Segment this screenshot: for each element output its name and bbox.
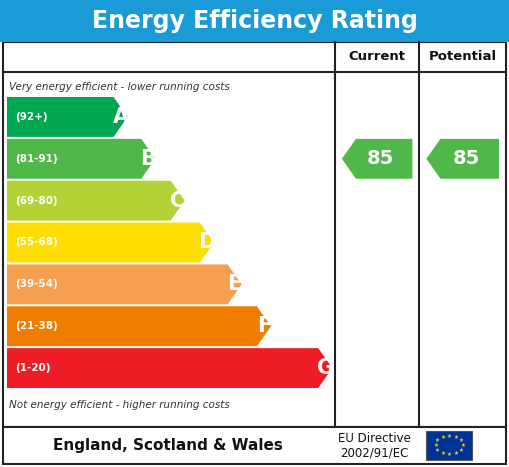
Bar: [3, 427, 506, 464]
Text: Potential: Potential: [429, 50, 497, 64]
Polygon shape: [342, 139, 412, 179]
Text: ★: ★: [447, 434, 452, 439]
Bar: [0, 0, 509, 42]
Text: E: E: [228, 274, 242, 294]
Text: 85: 85: [367, 149, 394, 168]
Text: Energy Efficiency Rating: Energy Efficiency Rating: [92, 9, 417, 33]
Text: ★: ★: [440, 435, 445, 440]
Text: ★: ★: [433, 443, 438, 448]
Text: Not energy efficient - higher running costs: Not energy efficient - higher running co…: [9, 400, 230, 410]
Polygon shape: [7, 223, 214, 262]
Text: D: D: [199, 233, 216, 253]
Text: ★: ★: [440, 451, 445, 456]
Text: ★: ★: [435, 448, 440, 453]
Polygon shape: [7, 264, 242, 304]
Text: A: A: [112, 107, 129, 127]
Polygon shape: [427, 139, 499, 179]
Text: (21-38): (21-38): [15, 321, 58, 331]
Polygon shape: [7, 181, 185, 220]
Text: (92+): (92+): [15, 112, 48, 122]
Text: ★: ★: [454, 435, 459, 440]
Text: Current: Current: [349, 50, 406, 64]
Text: ★: ★: [447, 452, 452, 457]
Bar: [427, 431, 472, 460]
Text: (69-80): (69-80): [15, 196, 58, 205]
Text: 85: 85: [453, 149, 480, 168]
Text: England, Scotland & Wales: England, Scotland & Wales: [53, 438, 283, 453]
Text: ★: ★: [435, 439, 440, 443]
Text: (55-68): (55-68): [15, 238, 58, 248]
Text: 2002/91/EC: 2002/91/EC: [341, 446, 409, 459]
Text: B: B: [140, 149, 156, 169]
Text: (81-91): (81-91): [15, 154, 58, 164]
Text: EU Directive: EU Directive: [338, 432, 411, 445]
Text: ★: ★: [459, 448, 464, 453]
Text: C: C: [170, 191, 185, 211]
Text: (1-20): (1-20): [15, 363, 50, 373]
Polygon shape: [7, 306, 271, 346]
Polygon shape: [7, 139, 155, 179]
Text: F: F: [257, 316, 271, 336]
Text: G: G: [317, 358, 334, 378]
Polygon shape: [7, 97, 128, 137]
Text: (39-54): (39-54): [15, 279, 58, 290]
Text: ★: ★: [454, 451, 459, 456]
Text: ★: ★: [459, 439, 464, 443]
Bar: [3, 42, 506, 427]
Text: ★: ★: [461, 443, 466, 448]
Polygon shape: [7, 348, 332, 388]
Text: Very energy efficient - lower running costs: Very energy efficient - lower running co…: [9, 82, 230, 92]
